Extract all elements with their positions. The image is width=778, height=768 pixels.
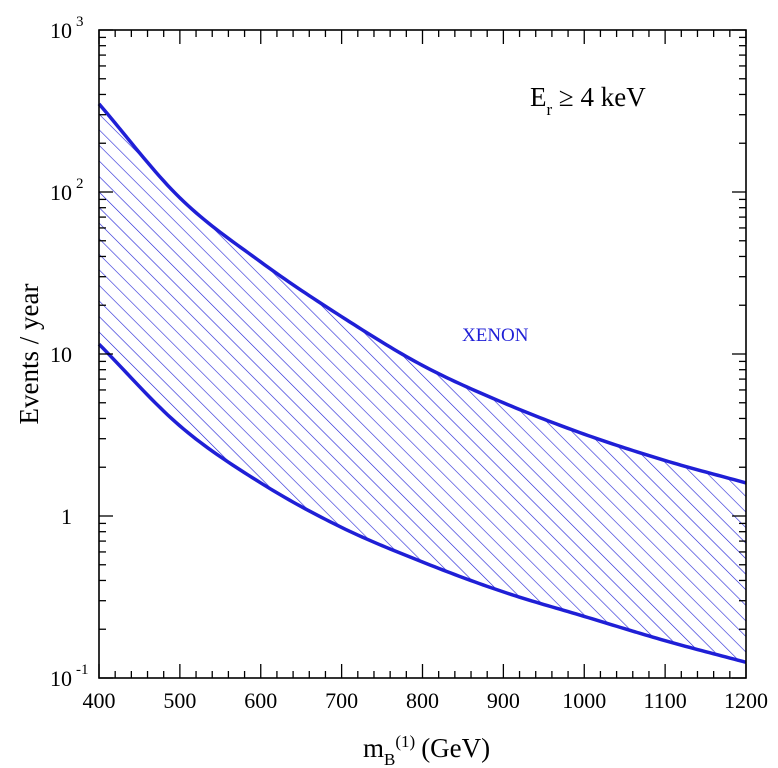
y-tick-exponent: 2	[76, 176, 84, 192]
y-tick-label: 10	[50, 180, 72, 205]
x-tick-label: 700	[325, 688, 358, 713]
y-tick-label: 1	[61, 504, 72, 529]
x-axis-title-sup: (1)	[395, 732, 415, 751]
y-tick-exponent: -1	[76, 662, 89, 678]
y-tick-label: 10	[50, 666, 72, 691]
y-tick-exponent: 3	[76, 14, 84, 30]
x-tick-label: 1200	[724, 688, 768, 713]
x-tick-label: 800	[406, 688, 439, 713]
annotation-rest: ≥ 4 keV	[552, 82, 646, 112]
x-tick-label: 1000	[562, 688, 606, 713]
x-axis-title-main: m	[363, 733, 384, 763]
x-tick-label: 600	[244, 688, 277, 713]
y-axis-title: Events / year	[14, 284, 44, 425]
x-tick-label: 500	[163, 688, 196, 713]
x-axis-title-unit: (GeV)	[421, 733, 490, 763]
y-tick-label: 10	[50, 18, 72, 43]
xenon-lower-curve	[97, 342, 747, 664]
annotation-subscript: r	[547, 100, 553, 119]
band-layer	[97, 102, 747, 664]
x-tick-label: 1100	[644, 688, 687, 713]
energy-threshold-annotation: Er ≥ 4 keV	[530, 82, 646, 119]
xenon-band-area	[99, 103, 746, 663]
x-tick-labels: 400 500 600 700 800 900 1000 1100 1200	[83, 688, 769, 713]
x-tick-label: 400	[83, 688, 116, 713]
x-axis-title: mB(1) (GeV)	[363, 732, 490, 768]
series-label-xenon: XENON	[462, 325, 529, 346]
x-axis-title-sub: B	[384, 750, 395, 768]
axis-ticks	[98, 29, 747, 679]
annotation-symbol: E	[530, 82, 547, 112]
xenon-upper-curve	[97, 102, 747, 485]
y-tick-label: 10	[50, 342, 72, 367]
x-tick-label: 900	[487, 688, 520, 713]
